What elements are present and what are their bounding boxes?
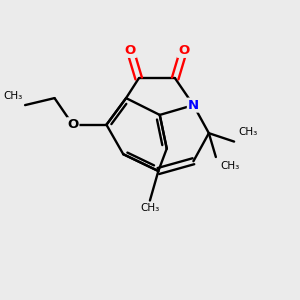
Text: CH₃: CH₃ xyxy=(238,128,258,137)
Text: O: O xyxy=(178,44,189,57)
Text: CH₃: CH₃ xyxy=(140,203,160,213)
Text: CH₃: CH₃ xyxy=(3,91,22,101)
Text: O: O xyxy=(67,118,78,131)
Text: CH₃: CH₃ xyxy=(220,161,239,171)
Text: O: O xyxy=(125,44,136,57)
Text: N: N xyxy=(188,99,199,112)
